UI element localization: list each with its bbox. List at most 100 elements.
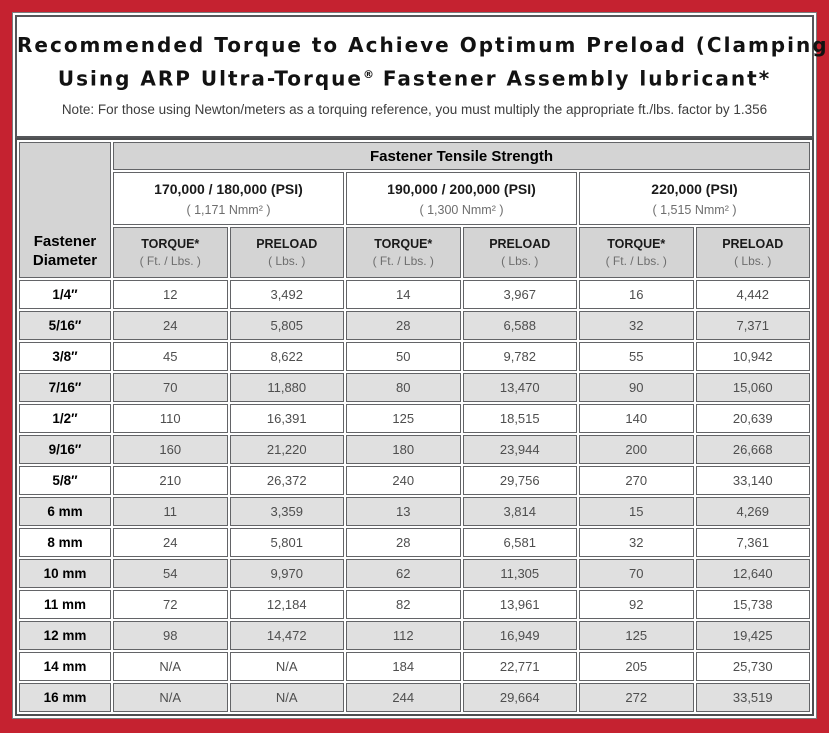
value-cell: 20,639 bbox=[695, 404, 810, 433]
diameter-cell: 11 mm bbox=[19, 590, 111, 619]
diameter-cell: 5/16″ bbox=[19, 311, 111, 340]
fastener-diameter-header-line2: Diameter bbox=[32, 252, 98, 269]
preload-label: PRELOAD bbox=[489, 237, 551, 251]
value-cell: 8,622 bbox=[229, 342, 344, 371]
value-cell: 32 bbox=[579, 311, 694, 340]
diameter-cell: 1/2″ bbox=[19, 404, 111, 433]
fastener-diameter-header-line1: Fastener bbox=[33, 233, 97, 250]
value-cell: 5,805 bbox=[229, 311, 344, 340]
value-cell: 7,361 bbox=[695, 528, 810, 557]
table-row: 5/8″ 210 26,372 240 29,756 270 33,140 bbox=[19, 466, 810, 495]
value-cell: 16 bbox=[579, 280, 694, 309]
psi-header-190-200: 190,000 / 200,000 (PSI) ( 1,300 Nmm² ) bbox=[346, 172, 577, 225]
diameter-cell: 12 mm bbox=[19, 621, 111, 650]
value-cell: 70 bbox=[113, 373, 228, 402]
value-cell: 82 bbox=[346, 590, 461, 619]
value-cell: 62 bbox=[346, 559, 461, 588]
value-cell: 10,942 bbox=[695, 342, 810, 371]
table-row: 12 mm 98 14,472 112 16,949 125 19,425 bbox=[19, 621, 810, 650]
table-row: 9/16″ 160 21,220 180 23,944 200 26,668 bbox=[19, 435, 810, 464]
torque-label: TORQUE* bbox=[607, 237, 666, 251]
value-cell: 29,756 bbox=[462, 466, 577, 495]
value-cell: 12,184 bbox=[229, 590, 344, 619]
value-cell: 18,515 bbox=[462, 404, 577, 433]
value-cell: N/A bbox=[229, 652, 344, 681]
value-cell: 25,730 bbox=[695, 652, 810, 681]
value-cell: 9,970 bbox=[229, 559, 344, 588]
title-panel: Recommended Torque to Achieve Optimum Pr… bbox=[15, 15, 829, 138]
value-cell: 24 bbox=[113, 528, 228, 557]
value-cell: 11,880 bbox=[229, 373, 344, 402]
value-cell: 14,472 bbox=[229, 621, 344, 650]
torque-spec-table: Fastener Diameter Fastener Tensile Stren… bbox=[15, 138, 814, 716]
title-line2-pre: Using ARP Ultra-Torque bbox=[57, 66, 363, 91]
diameter-cell: 10 mm bbox=[19, 559, 111, 588]
torque-label: TORQUE* bbox=[141, 237, 200, 251]
value-cell: 9,782 bbox=[462, 342, 577, 371]
tensile-strength-header: Fastener Tensile Strength bbox=[113, 142, 810, 170]
value-cell: 19,425 bbox=[695, 621, 810, 650]
value-cell: 140 bbox=[579, 404, 694, 433]
value-cell: 50 bbox=[346, 342, 461, 371]
value-cell: 24 bbox=[113, 311, 228, 340]
torque-unit: ( Ft. / Lbs. ) bbox=[139, 254, 201, 268]
value-cell: 16,391 bbox=[229, 404, 344, 433]
value-cell: 12,640 bbox=[695, 559, 810, 588]
value-cell: 98 bbox=[113, 621, 228, 650]
value-cell: 22,771 bbox=[462, 652, 577, 681]
table-row: 11 mm 72 12,184 82 13,961 92 15,738 bbox=[19, 590, 810, 619]
torque-unit: ( Ft. / Lbs. ) bbox=[372, 254, 434, 268]
page-title-line2: Using ARP Ultra-Torque® Fastener Assembl… bbox=[17, 60, 812, 94]
torque-preload-header-row: TORQUE* ( Ft. / Lbs. ) PRELOAD ( Lbs. ) … bbox=[19, 227, 810, 278]
preload-unit: ( Lbs. ) bbox=[268, 254, 306, 268]
value-cell: 55 bbox=[579, 342, 694, 371]
value-cell: 3,359 bbox=[229, 497, 344, 526]
value-cell: 12 bbox=[113, 280, 228, 309]
value-cell: 16,949 bbox=[462, 621, 577, 650]
diameter-cell: 5/8″ bbox=[19, 466, 111, 495]
psi-header-row: 170,000 / 180,000 (PSI) ( 1,171 Nmm² ) 1… bbox=[19, 172, 810, 225]
value-cell: 72 bbox=[113, 590, 228, 619]
value-cell: 160 bbox=[113, 435, 228, 464]
page-title-line1: Recommended Torque to Achieve Optimum Pr… bbox=[17, 33, 829, 57]
value-cell: 7,371 bbox=[695, 311, 810, 340]
preload-header: PRELOAD ( Lbs. ) bbox=[695, 227, 810, 278]
value-cell: 270 bbox=[579, 466, 694, 495]
table-row: 3/8″ 45 8,622 50 9,782 55 10,942 bbox=[19, 342, 810, 371]
value-cell: 32 bbox=[579, 528, 694, 557]
value-cell: 92 bbox=[579, 590, 694, 619]
value-cell: 28 bbox=[346, 311, 461, 340]
value-cell: 28 bbox=[346, 528, 461, 557]
value-cell: 33,519 bbox=[695, 683, 810, 712]
diameter-cell: 3/8″ bbox=[19, 342, 111, 371]
torque-header: TORQUE* ( Ft. / Lbs. ) bbox=[579, 227, 694, 278]
table-row: 6 mm 11 3,359 13 3,814 15 4,269 bbox=[19, 497, 810, 526]
psi-label: 170,000 / 180,000 (PSI) bbox=[154, 180, 303, 197]
value-cell: 6,581 bbox=[462, 528, 577, 557]
value-cell: 184 bbox=[346, 652, 461, 681]
value-cell: 80 bbox=[346, 373, 461, 402]
diameter-cell: 8 mm bbox=[19, 528, 111, 557]
table-row: 10 mm 54 9,970 62 11,305 70 12,640 bbox=[19, 559, 810, 588]
nmm-label: ( 1,300 Nmm² ) bbox=[419, 202, 504, 217]
value-cell: 13 bbox=[346, 497, 461, 526]
torque-header: TORQUE* ( Ft. / Lbs. ) bbox=[346, 227, 461, 278]
value-cell: 272 bbox=[579, 683, 694, 712]
value-cell: 125 bbox=[579, 621, 694, 650]
value-cell: 6,588 bbox=[462, 311, 577, 340]
value-cell: 205 bbox=[579, 652, 694, 681]
torque-unit: ( Ft. / Lbs. ) bbox=[605, 254, 667, 268]
fastener-diameter-header: Fastener Diameter bbox=[19, 142, 111, 278]
value-cell: 3,492 bbox=[229, 280, 344, 309]
psi-label: 220,000 (PSI) bbox=[651, 180, 738, 197]
value-cell: 15 bbox=[579, 497, 694, 526]
diameter-cell: 16 mm bbox=[19, 683, 111, 712]
nmm-label: ( 1,171 Nmm² ) bbox=[186, 202, 271, 217]
value-cell: 5,801 bbox=[229, 528, 344, 557]
diameter-cell: 14 mm bbox=[19, 652, 111, 681]
tensile-header-row: Fastener Diameter Fastener Tensile Stren… bbox=[19, 142, 810, 278]
registered-trademark-symbol: ® bbox=[362, 68, 374, 81]
value-cell: 11,305 bbox=[462, 559, 577, 588]
value-cell: 3,967 bbox=[462, 280, 577, 309]
value-cell: 33,140 bbox=[695, 466, 810, 495]
